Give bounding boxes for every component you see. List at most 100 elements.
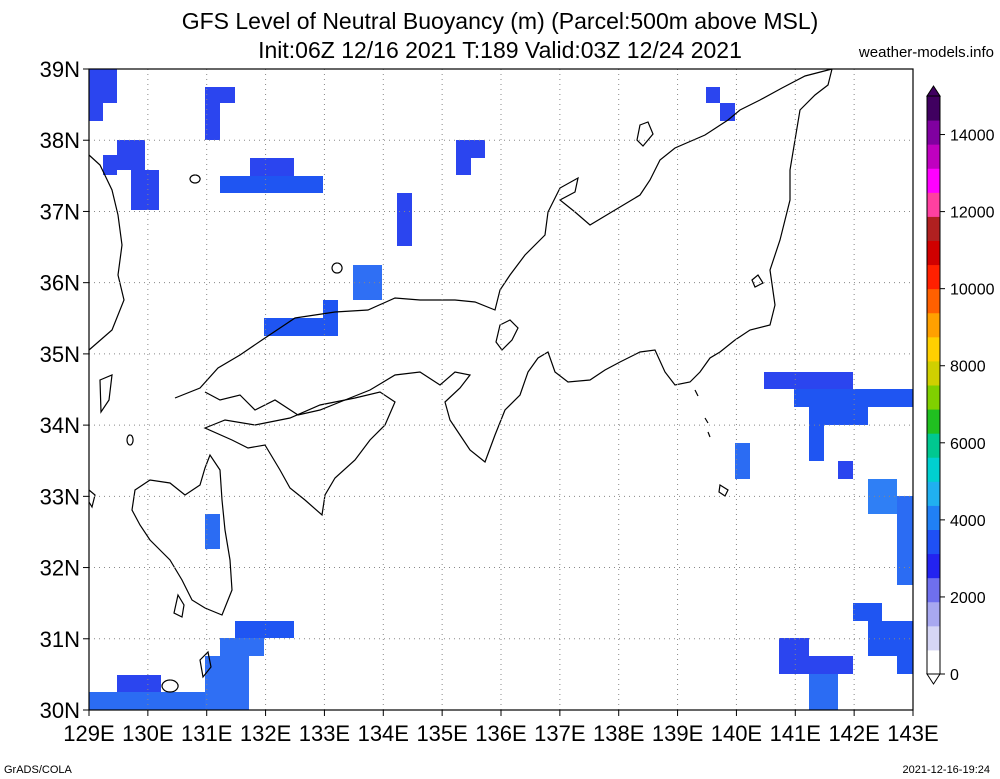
colorbar-swatch [927,192,940,217]
colorbar-swatch [927,120,940,145]
lon-tick-label: 141E [770,721,821,746]
buoyancy-patch [764,372,853,389]
island [331,262,343,274]
shikoku-coastline [203,391,396,517]
buoyancy-patch [220,638,264,656]
lat-axis: 30N 31N 32N 33N 34N 35N 36N 37N 38N 39N [40,57,89,723]
lon-tick-label: 135E [416,721,467,746]
colorbar-swatch [927,457,940,482]
lon-tick-label: 138E [593,721,644,746]
buoyancy-patch [205,656,249,710]
lat-tick-label: 37N [40,199,80,224]
buoyancy-patch [205,87,235,103]
buoyancy-patch [220,176,323,193]
colorbar-swatch [927,144,940,169]
island [495,319,519,351]
buoyancy-patch [205,514,220,549]
lon-axis: 129E 130E 131E 132E 133E 134E 135E 136E 137E 138E… [63,710,939,746]
colorbar-swatch [927,577,940,603]
buoyancy-patch [89,692,205,710]
buoyancy-patch [853,603,882,621]
buoyancy-patch [353,265,382,300]
lon-tick-label: 130E [122,721,173,746]
buoyancy-patch [794,389,913,407]
colorbar-swatch [927,360,940,386]
buoyancy-patch [720,103,735,121]
colorbar-label: 2000 [950,590,986,607]
buoyancy-patch [897,496,913,585]
colorbar-max-arrow [926,85,941,97]
lon-tick-label: 132E [240,721,291,746]
lon-tick-label: 134E [358,721,409,746]
lat-tick-label: 34N [40,413,80,438]
lat-tick-label: 31N [40,627,80,652]
lat-tick-label: 36N [40,271,80,296]
buoyancy-patch [868,621,913,656]
colorbar-label: 14000 [950,128,995,145]
buoyancy-patch [868,479,897,514]
lon-tick-label: 129E [63,721,114,746]
colorbar-swatch [927,553,940,579]
buoyancy-patch [131,170,159,210]
buoyancy-patch [235,621,294,638]
colorbar-swatch [927,601,940,627]
lat-tick-label: 35N [40,342,80,367]
colorbar-swatch [927,240,940,266]
colorbar-swatch [927,505,940,530]
kyushu-coastline [131,453,233,616]
buoyancy-patch [735,443,750,479]
colorbar-swatch [927,168,940,193]
island [88,489,96,509]
colorbar-swatch [927,288,940,314]
lon-tick-label: 143E [887,721,938,746]
colorbar-label: 0 [950,667,959,684]
colorbar: 0 2000 4000 6000 8000 10000 12000 14000 [926,85,995,685]
lat-tick-label: 33N [40,484,80,509]
buoyancy-patch [809,674,838,710]
colorbar-frame [926,95,941,675]
colorbar-swatch [927,312,940,338]
island [707,431,711,438]
lon-tick-label: 133E [299,721,350,746]
island [199,650,212,679]
lon-tick-label: 131E [181,721,232,746]
colorbar-label: 6000 [950,436,986,453]
footer-timestamp: 2021-12-16-19:24 [902,764,990,776]
korea-coastline [88,154,125,351]
buoyancy-patches [89,69,913,710]
chart-title: GFS Level of Neutral Buoyancy (m) (Parce… [181,8,819,34]
buoyancy-patch [456,140,485,158]
colorbar-swatch [927,481,940,506]
honshu-coastline [174,68,833,399]
island [694,389,699,397]
colorbar-min-arrow [926,673,941,685]
colorbar-label: 4000 [950,513,986,530]
buoyancy-patch [456,158,471,175]
buoyancy-patch [838,461,853,479]
colorbar-swatch [927,96,940,121]
buoyancy-patch [117,140,145,170]
coastlines [88,68,833,693]
honshu-pacific-coastline [204,68,833,463]
colorbar-swatch [927,433,940,458]
lon-tick-label: 142E [828,721,879,746]
island [636,121,654,147]
lon-tick-label: 137E [534,721,585,746]
buoyancy-patch [323,300,338,318]
grid-lines [89,69,913,710]
island [189,174,201,184]
buoyancy-patch [250,158,294,176]
buoyancy-patch [89,103,103,121]
colorbar-swatch [927,216,940,241]
buoyancy-patch [117,675,161,692]
footer-credit: GrADS/COLA [4,764,72,776]
buoyancy-patch [706,87,720,103]
lat-tick-label: 38N [40,128,80,153]
colorbar-swatch [927,625,940,651]
buoyancy-patch [809,407,868,425]
buoyancy-patch [897,656,913,674]
colorbar-swatch [927,264,940,290]
buoyancy-patch [397,193,412,246]
colorbar-swatch [927,385,940,410]
